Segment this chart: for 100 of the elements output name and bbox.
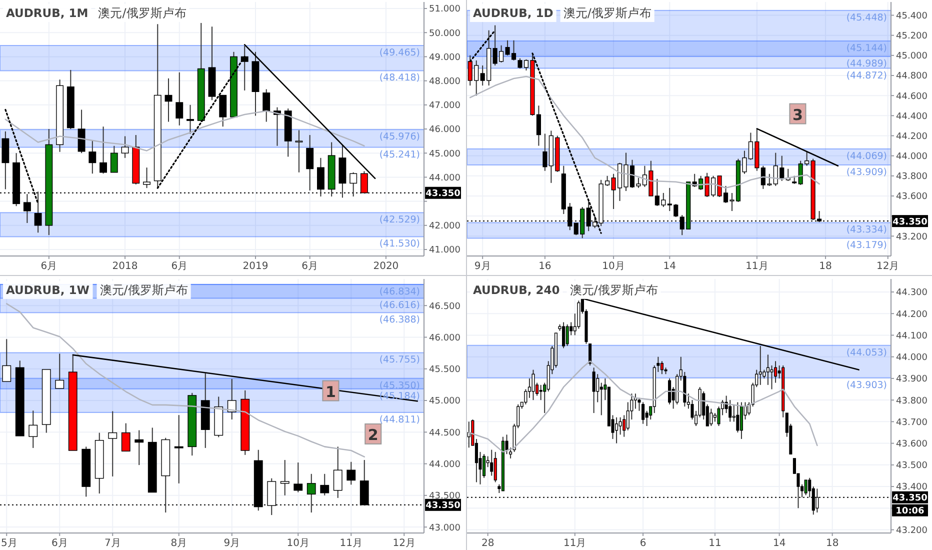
- annotation: (44.069): [846, 150, 887, 162]
- candlestick: [642, 402, 645, 424]
- y-tick-label: 44.400: [896, 112, 928, 122]
- y-tick-label: 41.000: [429, 246, 461, 256]
- candlestick: [121, 422, 130, 452]
- candlestick: [736, 402, 740, 433]
- candlestick: [164, 78, 172, 122]
- y-tick-label: 43.700: [896, 418, 928, 428]
- x-tick-label: 5月: [1, 538, 18, 549]
- candlestick: [740, 402, 743, 440]
- x-tick-label: 16: [538, 261, 552, 272]
- y-tick-label: 43.200: [896, 526, 928, 536]
- candlestick: [306, 134, 314, 191]
- x-tick-label: 12月: [876, 261, 900, 272]
- y-tick-label: 44.200: [896, 132, 928, 142]
- y-tick-label: 43.500: [429, 492, 461, 502]
- y-tick-label: 43.800: [896, 396, 928, 406]
- candlestick: [566, 324, 569, 347]
- candlestick: [176, 72, 184, 126]
- candlestick: [280, 459, 290, 496]
- y-tick-label: 43.400: [896, 482, 928, 493]
- candlestick: [219, 94, 227, 128]
- x-tick-label: 6月: [171, 261, 188, 272]
- candlestick: [227, 378, 236, 420]
- candlestick: [186, 104, 194, 134]
- y-tick-label: 44.200: [896, 310, 928, 320]
- annotation: 1: [326, 382, 336, 401]
- candlestick: [108, 410, 118, 477]
- annotation: (48.418): [379, 72, 420, 84]
- candlestick: [562, 322, 566, 349]
- x-tick-label: 11月: [746, 261, 768, 272]
- x-tick-label: 2018: [112, 261, 138, 272]
- x-tick-label: 10月: [286, 538, 310, 549]
- candlestick: [78, 109, 86, 154]
- annotation: (49.465): [379, 48, 420, 58]
- candlestick: [294, 462, 303, 493]
- y-tick-label: 45.000: [429, 149, 461, 160]
- y-tick-label: 43.800: [896, 172, 928, 182]
- annotation: 3: [792, 106, 803, 124]
- candlestick: [660, 360, 664, 375]
- annotation: (45.350): [379, 380, 420, 392]
- annotation: (43.179): [846, 240, 887, 252]
- y-tick-label: 43.200: [896, 232, 928, 242]
- y-tick-label: 44.000: [896, 353, 928, 364]
- candlestick: [88, 140, 96, 174]
- annotation: (44.811): [379, 414, 420, 426]
- y-tick-label: 44.800: [896, 72, 928, 82]
- candlestick: [542, 133, 548, 172]
- ref-line-label: 43.350: [426, 501, 460, 512]
- chart-title: AUDRUB, 1W: [6, 283, 90, 297]
- y-tick-label: 44.500: [429, 428, 461, 438]
- y-tick-label: 45.500: [429, 365, 461, 376]
- candlestick: [333, 446, 342, 498]
- chart-subtitle: 澳元/俄罗斯卢布: [570, 283, 658, 297]
- annotation: (43.909): [846, 166, 887, 178]
- annotation: (45.976): [379, 132, 420, 143]
- ref-line-label: 43.350: [892, 217, 928, 228]
- x-tick-label: 2019: [242, 261, 268, 272]
- x-tick-label: 28: [481, 538, 494, 549]
- x-tick-label: 7月: [104, 538, 121, 549]
- y-tick-label: 48.000: [429, 77, 461, 88]
- x-tick-label: 9月: [474, 261, 491, 272]
- candlestick: [615, 416, 618, 444]
- y-tick-label: 42.000: [429, 222, 461, 232]
- x-tick-label: 6月: [40, 261, 58, 272]
- y-tick-label: 46.000: [429, 125, 461, 136]
- candlestick: [174, 414, 184, 484]
- y-tick-label: 44.100: [896, 331, 928, 342]
- line-series: [468, 360, 818, 453]
- candlestick: [295, 130, 303, 173]
- y-tick-label: 45.000: [429, 396, 461, 407]
- y-tick-label: 44.000: [896, 152, 928, 162]
- candlestick: [524, 388, 528, 405]
- y-tick-label: 45.400: [896, 11, 928, 22]
- candlestick: [596, 374, 600, 403]
- y-tick-label: 45.000: [896, 52, 928, 62]
- annotation: (44.872): [846, 70, 887, 82]
- annotation: (45.241): [379, 149, 420, 160]
- y-tick-label: 44.300: [896, 288, 928, 298]
- candlestick: [346, 461, 356, 486]
- x-tick-label: 14: [663, 261, 676, 272]
- annotation: (46.834): [379, 286, 420, 298]
- candlestick: [28, 410, 38, 448]
- candlestick: [121, 136, 129, 158]
- candlestick: [539, 384, 542, 401]
- annotation: (45.448): [846, 12, 887, 24]
- x-tick-label: 2020: [373, 261, 399, 272]
- candlestick: [143, 167, 150, 189]
- y-tick-label: 43.500: [896, 461, 928, 472]
- x-tick-label: 14: [772, 538, 786, 549]
- y-tick-label: 43.600: [896, 439, 928, 450]
- x-tick-label: 11月: [340, 538, 362, 549]
- candlestick: [804, 480, 808, 496]
- ref-line-label: 43.350 10:06: [892, 494, 928, 517]
- candlestick: [766, 354, 770, 386]
- annotation: (45.755): [379, 354, 420, 366]
- x-tick-label: 6: [640, 538, 646, 549]
- chart-subtitle: 澳元/俄罗斯卢布: [100, 283, 188, 297]
- candlestick: [600, 382, 603, 416]
- candlestick: [618, 416, 622, 436]
